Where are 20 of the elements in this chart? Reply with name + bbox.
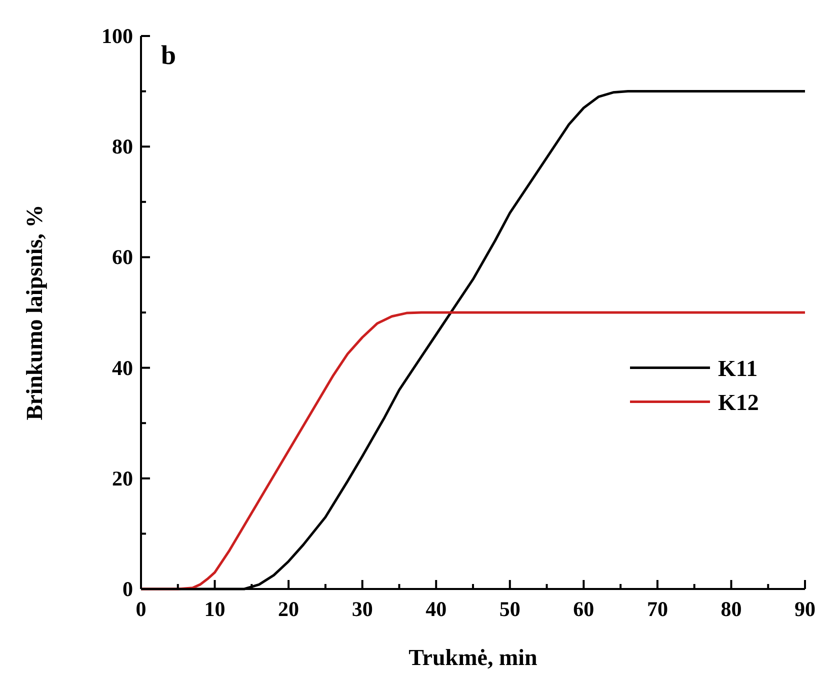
x-tick-label: 20 <box>278 597 300 621</box>
x-tick-label: 60 <box>573 597 594 621</box>
y-tick-label: 100 <box>102 24 133 48</box>
y-tick-label: 80 <box>112 134 133 159</box>
legend-label: K11 <box>718 356 758 381</box>
legend-label: K12 <box>718 390 759 415</box>
x-tick-label: 90 <box>794 597 816 621</box>
annotation: b <box>161 40 176 70</box>
x-tick-label: 30 <box>352 597 373 621</box>
y-tick-label: 20 <box>112 466 133 490</box>
y-axis-title: Brinkumo laipsnis, % <box>22 204 47 420</box>
x-tick-label: 80 <box>720 597 742 621</box>
x-tick-label: 10 <box>204 597 226 621</box>
x-tick-label: 50 <box>499 597 520 621</box>
x-tick-label: 70 <box>646 597 668 621</box>
y-tick-label: 40 <box>112 356 133 380</box>
y-tick-label: 0 <box>122 577 133 601</box>
y-tick-label: 60 <box>112 245 133 270</box>
x-axis-title: Trukmė, min <box>408 645 538 670</box>
x-tick-label: 40 <box>426 597 447 621</box>
